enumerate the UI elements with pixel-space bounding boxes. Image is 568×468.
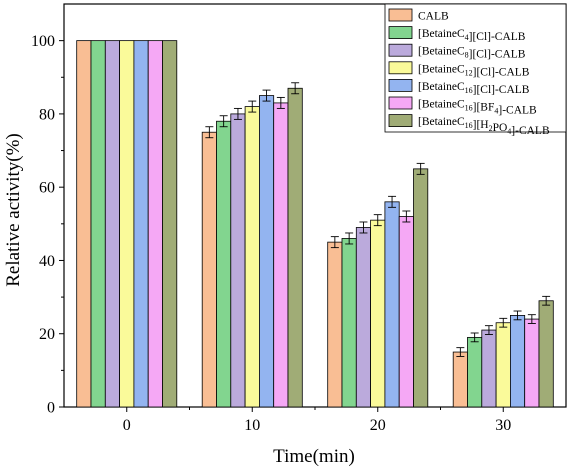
legend-box — [384, 3, 567, 133]
bar — [230, 113, 246, 408]
bar — [104, 40, 121, 408]
y-tick-label: 40 — [39, 253, 55, 270]
bar — [147, 40, 163, 408]
bar — [162, 40, 178, 408]
bar — [495, 322, 511, 408]
y-tick-label: 100 — [31, 33, 55, 50]
x-axis-title: Time(min) — [273, 446, 355, 467]
x-tick-label: 10 — [244, 417, 260, 434]
bar — [355, 227, 371, 408]
bar — [327, 241, 343, 408]
x-axis: 0 10 20 30 — [123, 407, 511, 434]
bar — [216, 120, 232, 408]
legend: CALB [BetaineC4][Cl]-CALB [BetaineC8][Cl]-… — [384, 3, 567, 137]
bar — [509, 315, 526, 408]
y-axis-title: Relative activity(%) — [3, 133, 24, 287]
bar — [413, 168, 429, 408]
legend-label: CALB — [418, 11, 449, 23]
legend-label: [BetaineC12][Cl]-CALB — [418, 63, 530, 78]
legend-swatch — [388, 79, 413, 92]
bar — [370, 219, 386, 408]
bar — [398, 216, 414, 408]
legend-label: [BetaineC4][Cl]-CALB — [418, 28, 526, 43]
legend-label: [BetaineC16][Cl]-CALB — [418, 81, 530, 96]
legend-label: [BetaineC16][BF4]-CALB — [418, 99, 537, 117]
bar — [273, 102, 289, 408]
bar — [76, 40, 92, 408]
x-tick-label: 0 — [123, 417, 131, 434]
legend-swatch — [388, 96, 413, 110]
y-tick-label: 60 — [39, 180, 55, 197]
legend-swatch — [388, 43, 413, 57]
legend-swatch — [388, 61, 413, 75]
legend-swatch — [388, 26, 413, 40]
y-tick-label: 80 — [39, 106, 55, 123]
bar — [524, 318, 540, 408]
legend-swatch — [388, 8, 413, 22]
bar — [481, 329, 497, 408]
bar — [258, 95, 275, 408]
bar — [201, 131, 217, 408]
y-tick-label: 0 — [47, 400, 55, 417]
bar — [384, 201, 400, 408]
x-tick-label: 20 — [370, 417, 386, 434]
bar — [341, 238, 357, 408]
bar — [244, 106, 260, 408]
y-axis: 0 20 40 60 80 100 — [31, 33, 64, 417]
legend-swatch — [388, 114, 413, 127]
bar — [452, 351, 468, 408]
legend-label: [BetaineC8][Cl]-CALB — [418, 46, 526, 61]
bar — [133, 40, 149, 408]
y-tick-label: 20 — [39, 326, 55, 343]
bar — [119, 40, 135, 408]
bar — [538, 300, 554, 408]
bar — [90, 40, 106, 408]
bar — [287, 87, 303, 408]
bar — [467, 336, 483, 408]
legend-label: [BetaineC16][H2PO4]-CALB — [418, 116, 550, 137]
x-tick-label: 30 — [495, 417, 511, 434]
bars-layer — [76, 40, 554, 408]
